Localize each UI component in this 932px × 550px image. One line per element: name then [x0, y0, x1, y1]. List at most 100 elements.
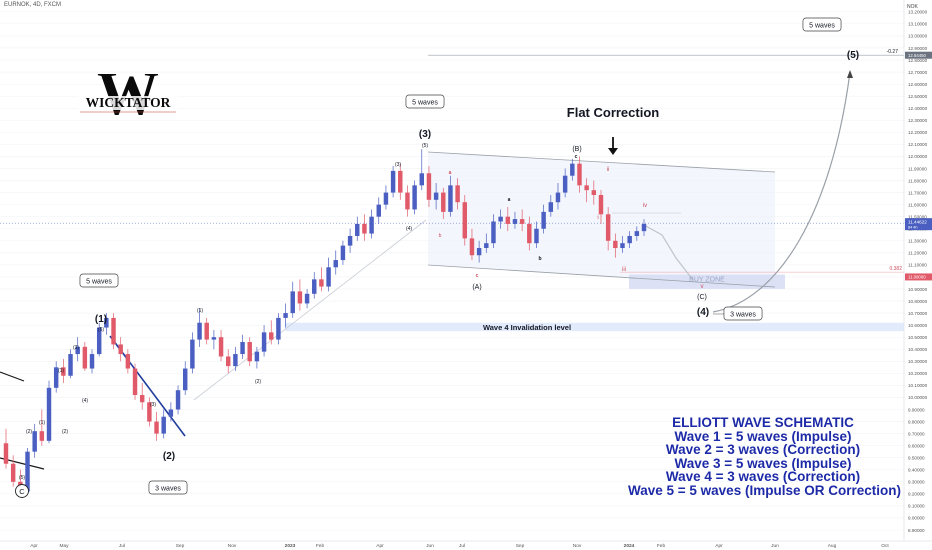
wave2-count-box-frame [148, 480, 188, 495]
y-tick-label: 9.70000 [908, 431, 925, 436]
x-tick-label: Apr [30, 543, 38, 549]
candle-body [433, 192, 439, 200]
y-tick-label: 9.00000 [908, 516, 925, 521]
y-tick-label: 9.20000 [908, 492, 925, 497]
candle [269, 320, 274, 345]
candle-body [254, 351, 260, 362]
y-tick-label: 11.80000 [908, 178, 927, 183]
sub-c-black: c [575, 154, 578, 160]
candle-body [498, 216, 503, 222]
candle [118, 337, 123, 362]
x-tick-label: Aug [828, 543, 837, 549]
x-tick-label: 2024 [624, 543, 635, 549]
wave2-count-box-text: 3 waves [155, 486, 181, 493]
subwave-label: (4) [406, 226, 412, 232]
y-tick-label: 10.60000 [908, 323, 928, 328]
candle [433, 182, 439, 210]
candle [405, 185, 410, 217]
candle-body [182, 368, 188, 391]
candle [254, 346, 260, 369]
y-tick-label: 9.60000 [908, 443, 925, 448]
candle-body [75, 346, 80, 355]
candle [204, 317, 209, 345]
candle [376, 197, 381, 224]
y-tick-label: 12.60000 [908, 82, 928, 87]
candle-body [469, 238, 475, 256]
candle-body [312, 279, 317, 294]
candle-body [462, 202, 468, 239]
candle-body [476, 248, 482, 256]
currency-label: NOK [907, 4, 918, 10]
subwave-v: v [701, 284, 704, 290]
sub-b-black: b [538, 256, 541, 262]
candle-body [61, 367, 66, 376]
wave1-count-box-text: 5 waves [86, 279, 112, 286]
channel-bottom-line [427, 264, 776, 288]
candle-body [53, 367, 59, 388]
candle-body [111, 317, 116, 345]
candle-body [634, 231, 640, 236]
candle [326, 257, 331, 292]
fib-top-badge [905, 51, 932, 59]
subwave-i: i [597, 215, 598, 221]
schematic-line-5: Wave 5 = 5 waves (Impulse OR Correction) [628, 482, 901, 498]
x-tick-label: Feb [657, 543, 666, 549]
candle-body [96, 327, 102, 355]
schematic-line-3: Wave 3 = 5 waves (Impulse) [674, 455, 852, 471]
y-tick-label: 10.80000 [908, 299, 928, 304]
candle-body [139, 395, 145, 403]
candle-body [32, 431, 37, 452]
candle [233, 346, 238, 371]
x-tick-label: Nov [228, 543, 237, 549]
elliott-wave-schematic: ELLIOTT WAVE SCHEMATIC Wave 1 = 5 waves … [628, 416, 901, 498]
candle [491, 214, 496, 249]
candle [3, 428, 9, 469]
candle-body [82, 346, 88, 369]
candle-body [269, 332, 274, 340]
y-tick-label: 12.20000 [908, 130, 928, 135]
candle-body [118, 344, 123, 355]
x-tick-label: Apr [376, 543, 384, 549]
candle [132, 363, 138, 400]
wave1-count-box: 5 waves [79, 273, 119, 288]
subwave-iv: iv [643, 203, 647, 209]
candle-body [297, 291, 303, 304]
y-tick-label: 9.30000 [908, 480, 925, 485]
circled-c-label: C [19, 487, 25, 496]
prior-channel-top [0, 371, 25, 382]
candle [139, 382, 145, 410]
y-tick-label: 9.40000 [908, 468, 925, 473]
logo-wordmark: WICKTATOR [86, 95, 171, 110]
y-tick-label: 12.50000 [908, 94, 928, 99]
wave4-count-box: 3 waves [723, 306, 763, 321]
candle-body [541, 211, 546, 229]
candle-body [190, 339, 195, 369]
y-tick-label: 11.60000 [908, 202, 927, 207]
candle [211, 329, 217, 350]
candle-body [548, 202, 554, 212]
candle [68, 349, 73, 379]
candle-body [319, 279, 324, 287]
wave-B-label: (B) [572, 146, 581, 153]
sub-a-red: a [449, 170, 452, 176]
sub-a-black: a [508, 197, 511, 203]
y-tick-label: 10.50000 [908, 335, 928, 340]
candle [562, 168, 568, 198]
candle [319, 267, 324, 292]
candle-body [448, 185, 453, 212]
buy-zone-label: BUY ZONE [689, 277, 725, 284]
wave5-arrowhead [847, 70, 853, 78]
sub-b-red: b [439, 233, 442, 239]
candle [505, 207, 511, 232]
y-tick-label: 10.30000 [908, 359, 928, 364]
candle [620, 235, 625, 253]
invalidation-label: Wave 4 Invalidation level [483, 323, 571, 332]
flat-arrow-head [608, 148, 618, 155]
circled-c-sub-label: (5) [19, 475, 25, 481]
candle-body [226, 356, 231, 367]
candle [247, 337, 252, 367]
x-tick-label: Oct [881, 543, 889, 549]
candle-body [147, 402, 152, 422]
